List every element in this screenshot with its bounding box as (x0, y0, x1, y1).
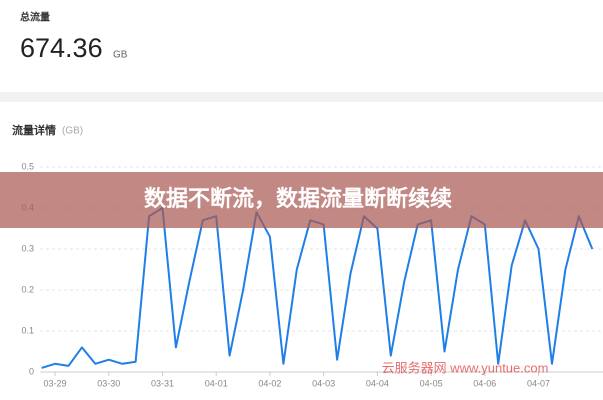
y-tick-label: 0.3 (21, 243, 34, 253)
y-tick-label: 0 (29, 366, 34, 376)
chart-subtitle: (GB) (62, 126, 83, 137)
x-tick-label: 04-05 (420, 378, 443, 388)
x-tick-label: 03-31 (151, 378, 174, 388)
x-tick-label: 03-29 (44, 378, 67, 388)
banner-band (0, 172, 603, 228)
banner-text: 数据不断流，数据流量断断续续 (144, 186, 452, 211)
summary-label: 总流量 (20, 11, 50, 24)
separator (0, 92, 603, 102)
y-tick-label: 0.2 (21, 284, 34, 294)
summary-unit: GB (113, 50, 128, 61)
x-tick-label: 04-02 (258, 378, 281, 388)
chart-title: 流量详情 (12, 123, 56, 137)
x-tick-label: 04-04 (366, 378, 389, 388)
y-tick-label: 0.1 (21, 325, 34, 335)
x-tick-label: 04-03 (312, 378, 335, 388)
summary-value: 674.36 (20, 33, 103, 63)
x-tick-label: 04-07 (527, 378, 550, 388)
y-tick-label: 0.5 (21, 161, 34, 171)
x-tick-label: 04-01 (205, 378, 228, 388)
x-tick-label: 03-30 (97, 378, 120, 388)
watermark: 云服务器网 www.yuntue.com (382, 360, 549, 375)
x-tick-label: 04-06 (473, 378, 496, 388)
